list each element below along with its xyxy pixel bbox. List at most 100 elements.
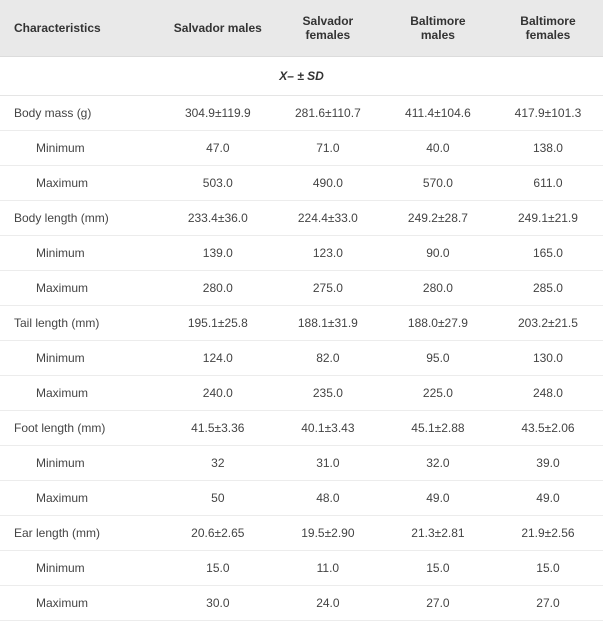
row-value: 49.0 bbox=[493, 481, 603, 516]
row-value: 503.0 bbox=[163, 166, 273, 201]
row-label: Minimum bbox=[0, 131, 163, 166]
table-row: Maximum5048.049.049.0 bbox=[0, 481, 603, 516]
row-value: 50 bbox=[163, 481, 273, 516]
table-body: Body mass (g)304.9±119.9281.6±110.7411.4… bbox=[0, 96, 603, 621]
table-row: Maximum280.0275.0280.0285.0 bbox=[0, 271, 603, 306]
row-value: 15.0 bbox=[493, 551, 603, 586]
row-value: 138.0 bbox=[493, 131, 603, 166]
row-value: 21.9±2.56 bbox=[493, 516, 603, 551]
row-value: 47.0 bbox=[163, 131, 273, 166]
row-value: 27.0 bbox=[383, 586, 493, 621]
col-header-baltimore-females: Baltimore females bbox=[493, 0, 603, 57]
table-subheader-row: X– ± SD bbox=[0, 57, 603, 96]
table-row: Minimum47.071.040.0138.0 bbox=[0, 131, 603, 166]
row-value: 417.9±101.3 bbox=[493, 96, 603, 131]
row-value: 248.0 bbox=[493, 376, 603, 411]
row-value: 130.0 bbox=[493, 341, 603, 376]
table-row: Body length (mm)233.4±36.0224.4±33.0249.… bbox=[0, 201, 603, 236]
row-label: Minimum bbox=[0, 341, 163, 376]
row-value: 48.0 bbox=[273, 481, 383, 516]
row-value: 233.4±36.0 bbox=[163, 201, 273, 236]
row-value: 570.0 bbox=[383, 166, 493, 201]
row-value: 188.0±27.9 bbox=[383, 306, 493, 341]
row-value: 165.0 bbox=[493, 236, 603, 271]
row-value: 19.5±2.90 bbox=[273, 516, 383, 551]
morphometrics-table: Characteristics Salvador males Salvador … bbox=[0, 0, 603, 621]
row-label: Body length (mm) bbox=[0, 201, 163, 236]
row-value: 21.3±2.81 bbox=[383, 516, 493, 551]
table-row: Foot length (mm)41.5±3.3640.1±3.4345.1±2… bbox=[0, 411, 603, 446]
row-label: Minimum bbox=[0, 236, 163, 271]
row-value: 71.0 bbox=[273, 131, 383, 166]
row-label: Minimum bbox=[0, 446, 163, 481]
table-row: Minimum3231.032.039.0 bbox=[0, 446, 603, 481]
row-label: Maximum bbox=[0, 376, 163, 411]
row-value: 139.0 bbox=[163, 236, 273, 271]
row-value: 123.0 bbox=[273, 236, 383, 271]
row-value: 188.1±31.9 bbox=[273, 306, 383, 341]
table-row: Minimum139.0123.090.0165.0 bbox=[0, 236, 603, 271]
col-header-baltimore-males: Baltimore males bbox=[383, 0, 493, 57]
row-value: 15.0 bbox=[383, 551, 493, 586]
row-value: 32 bbox=[163, 446, 273, 481]
row-value: 39.0 bbox=[493, 446, 603, 481]
table-header-row: Characteristics Salvador males Salvador … bbox=[0, 0, 603, 57]
row-value: 411.4±104.6 bbox=[383, 96, 493, 131]
row-value: 280.0 bbox=[383, 271, 493, 306]
row-value: 31.0 bbox=[273, 446, 383, 481]
table-row: Ear length (mm)20.6±2.6519.5±2.9021.3±2.… bbox=[0, 516, 603, 551]
row-label: Maximum bbox=[0, 166, 163, 201]
row-label: Tail length (mm) bbox=[0, 306, 163, 341]
row-label: Maximum bbox=[0, 271, 163, 306]
row-value: 45.1±2.88 bbox=[383, 411, 493, 446]
row-value: 249.1±21.9 bbox=[493, 201, 603, 236]
row-value: 32.0 bbox=[383, 446, 493, 481]
row-value: 203.2±21.5 bbox=[493, 306, 603, 341]
row-value: 95.0 bbox=[383, 341, 493, 376]
row-value: 90.0 bbox=[383, 236, 493, 271]
table-row: Body mass (g)304.9±119.9281.6±110.7411.4… bbox=[0, 96, 603, 131]
col-header-characteristics: Characteristics bbox=[0, 0, 163, 57]
row-value: 82.0 bbox=[273, 341, 383, 376]
row-value: 611.0 bbox=[493, 166, 603, 201]
row-value: 27.0 bbox=[493, 586, 603, 621]
row-value: 24.0 bbox=[273, 586, 383, 621]
row-value: 275.0 bbox=[273, 271, 383, 306]
table-row: Maximum503.0490.0570.0611.0 bbox=[0, 166, 603, 201]
row-label: Maximum bbox=[0, 586, 163, 621]
row-value: 20.6±2.65 bbox=[163, 516, 273, 551]
row-value: 224.4±33.0 bbox=[273, 201, 383, 236]
row-value: 15.0 bbox=[163, 551, 273, 586]
row-value: 235.0 bbox=[273, 376, 383, 411]
row-value: 124.0 bbox=[163, 341, 273, 376]
row-label: Ear length (mm) bbox=[0, 516, 163, 551]
row-value: 43.5±2.06 bbox=[493, 411, 603, 446]
row-value: 304.9±119.9 bbox=[163, 96, 273, 131]
col-header-salvador-females: Salvador females bbox=[273, 0, 383, 57]
row-value: 490.0 bbox=[273, 166, 383, 201]
row-value: 249.2±28.7 bbox=[383, 201, 493, 236]
row-label: Minimum bbox=[0, 551, 163, 586]
table-row: Tail length (mm)195.1±25.8188.1±31.9188.… bbox=[0, 306, 603, 341]
row-label: Body mass (g) bbox=[0, 96, 163, 131]
row-value: 40.1±3.43 bbox=[273, 411, 383, 446]
row-value: 281.6±110.7 bbox=[273, 96, 383, 131]
row-label: Foot length (mm) bbox=[0, 411, 163, 446]
table-row: Maximum240.0235.0225.0248.0 bbox=[0, 376, 603, 411]
row-value: 11.0 bbox=[273, 551, 383, 586]
row-value: 225.0 bbox=[383, 376, 493, 411]
row-value: 280.0 bbox=[163, 271, 273, 306]
row-value: 240.0 bbox=[163, 376, 273, 411]
col-header-salvador-males: Salvador males bbox=[163, 0, 273, 57]
table-row: Maximum30.024.027.027.0 bbox=[0, 586, 603, 621]
row-value: 41.5±3.36 bbox=[163, 411, 273, 446]
table-row: Minimum15.011.015.015.0 bbox=[0, 551, 603, 586]
row-value: 30.0 bbox=[163, 586, 273, 621]
row-value: 49.0 bbox=[383, 481, 493, 516]
table-row: Minimum124.082.095.0130.0 bbox=[0, 341, 603, 376]
row-value: 285.0 bbox=[493, 271, 603, 306]
subheader-label: X– ± SD bbox=[0, 57, 603, 96]
row-label: Maximum bbox=[0, 481, 163, 516]
row-value: 40.0 bbox=[383, 131, 493, 166]
row-value: 195.1±25.8 bbox=[163, 306, 273, 341]
